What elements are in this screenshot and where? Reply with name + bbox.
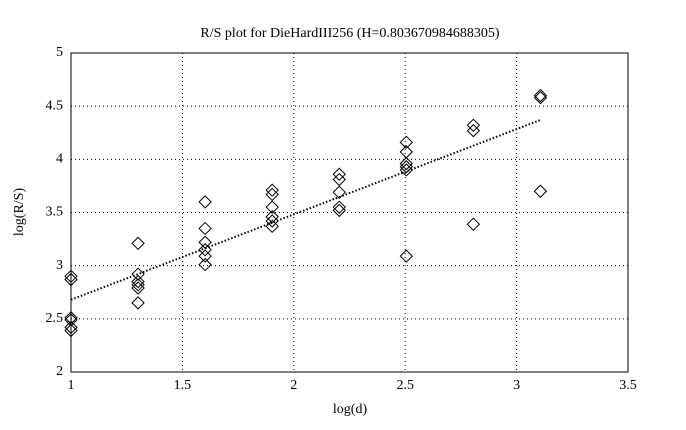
x-tick-label: 2.5 — [396, 378, 414, 393]
x-tick-label: 1 — [68, 378, 75, 393]
data-point — [265, 183, 279, 197]
data-point — [332, 203, 346, 218]
data-point — [399, 163, 414, 177]
x-tick-label: 3 — [513, 378, 520, 393]
data-point — [265, 214, 279, 228]
y-tick-label: 3.5 — [46, 205, 64, 220]
y-tick-label: 4 — [56, 152, 63, 167]
data-point — [533, 88, 548, 103]
data-point — [265, 200, 279, 214]
data-point — [131, 267, 145, 281]
data-point — [64, 311, 78, 325]
data-point — [64, 323, 78, 338]
data-point — [198, 221, 212, 236]
plot-frame — [70, 52, 629, 373]
data-point — [533, 90, 548, 105]
chart-title: R/S plot for DieHardIII256 (H=0.80367098… — [200, 26, 499, 41]
data-point — [399, 249, 414, 263]
data-point — [265, 187, 279, 202]
data-point — [399, 135, 414, 150]
y-axis-label: log(R/S) — [12, 188, 27, 237]
data-point — [64, 313, 78, 327]
data-point — [64, 269, 78, 284]
data-point — [64, 320, 78, 335]
x-tick-label: 3.5 — [619, 378, 637, 393]
y-tick-label: 2 — [56, 364, 63, 379]
data-point — [332, 200, 346, 214]
y-tick-label: 2.5 — [46, 311, 64, 326]
data-point — [131, 296, 145, 310]
data-point — [198, 249, 212, 263]
x-tick-label: 1.5 — [174, 378, 192, 393]
data-point — [332, 167, 346, 181]
data-point — [131, 274, 145, 289]
data-point — [399, 156, 414, 171]
data-point — [198, 195, 212, 209]
data-point — [399, 160, 414, 174]
y-tick-label: 4.5 — [46, 98, 64, 113]
data-point — [332, 185, 346, 200]
y-tick-label: 3 — [56, 258, 63, 273]
data-point — [533, 184, 548, 198]
data-point — [64, 272, 78, 287]
data-point — [265, 210, 279, 224]
data-point — [131, 278, 145, 292]
data-point — [466, 118, 481, 133]
data-point — [198, 257, 212, 272]
data-point — [466, 217, 481, 231]
data-point — [131, 236, 145, 251]
data-point — [131, 281, 145, 295]
data-point — [332, 172, 346, 187]
y-tick-label: 5 — [56, 45, 63, 60]
x-axis-label: log(d) — [333, 402, 368, 417]
fit-line — [70, 119, 541, 301]
x-tick-label: 2 — [290, 378, 297, 393]
data-point — [466, 123, 481, 138]
